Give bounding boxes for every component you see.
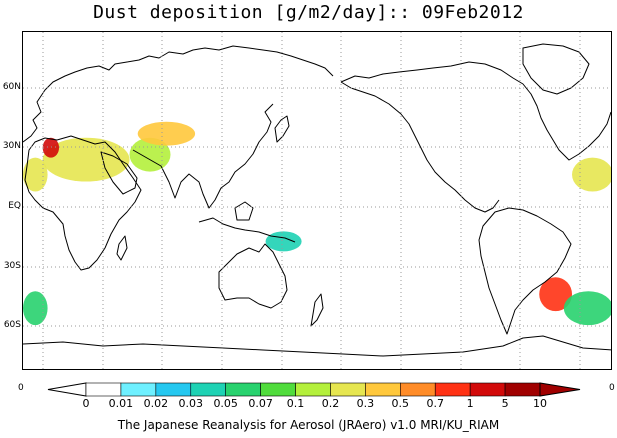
colorbar-swatch-12: [504, 382, 541, 397]
dust-region-0: [42, 137, 130, 182]
coastlines: [23, 43, 611, 357]
world-map: [23, 32, 611, 369]
graticule: [23, 32, 611, 369]
dust-region-4: [572, 157, 611, 192]
colorbar-swatch-3: [190, 382, 226, 397]
colorbar-under-triangle: [47, 382, 87, 397]
colorbar-tick-2: 0.02: [143, 397, 169, 410]
colorbar-swatches: [47, 382, 581, 397]
colorbar-swatch-6: [295, 382, 331, 397]
dust-region-3: [137, 121, 196, 146]
colorbar-tick-12: 5: [501, 397, 509, 410]
coast-greenland: [522, 43, 590, 95]
lat-label-30s: 30S: [3, 261, 21, 271]
dust-region-2: [129, 137, 171, 172]
colorbar-tick-4: 0.05: [213, 397, 238, 410]
colorbar-swatch-7: [330, 382, 366, 397]
coast-na-west: [340, 81, 500, 213]
footer-credit: The Japanese Reanalysis for Aerosol (JRA…: [117, 418, 500, 432]
dust-region-1: [42, 137, 60, 158]
colorbar-swatch-2: [155, 382, 192, 397]
lat-label-30n: 30N: [2, 141, 21, 151]
colorbar-swatch-1: [120, 382, 157, 397]
dust-region-6: [23, 291, 48, 326]
lat-label-60n: 60N: [2, 82, 21, 92]
colorbar: [0, 380, 617, 416]
colorbar-tick-0: 0: [82, 397, 90, 410]
lat-label-60s: 60S: [3, 320, 21, 330]
coast-newzealand: [310, 293, 324, 327]
coast-southamerica: [478, 207, 572, 335]
colorbar-tick-8: 0.3: [356, 397, 375, 410]
colorbar-right-zero: 0: [609, 383, 615, 393]
dust-region-5: [539, 277, 573, 312]
coast-asia-south: [132, 103, 274, 209]
coast-indonesia: [198, 217, 296, 243]
colorbar-tick-13: 10: [533, 397, 547, 410]
colorbar-swatch-10: [434, 382, 471, 397]
colorbar-tick-6: 0.1: [286, 397, 305, 410]
colorbar-left-zero: 0: [18, 383, 24, 393]
coast-europe: [23, 45, 334, 143]
colorbar-swatch-5: [260, 382, 296, 397]
dust-layer: [23, 121, 611, 326]
dust-region-4: [23, 157, 48, 192]
colorbar-swatch-0: [85, 382, 122, 397]
map-title: Dust deposition [g/m2/day]:: 09Feb2012: [93, 2, 524, 23]
colorbar-tick-9: 0.5: [391, 397, 410, 410]
colorbar-swatch-11: [469, 382, 506, 397]
coast-madagascar: [116, 235, 128, 261]
coast-australia: [218, 243, 288, 309]
coast-arabia: [100, 151, 138, 195]
coast-northamerica: [340, 61, 611, 161]
colorbar-swatch-8: [365, 382, 401, 397]
colorbar-tick-5: 0.07: [248, 397, 273, 410]
colorbar-tick-11: 1: [466, 397, 474, 410]
colorbar-tick-10: 0.7: [426, 397, 444, 410]
coast-borneo: [234, 201, 254, 221]
coast-japan: [274, 115, 290, 143]
colorbar-swatch-4: [225, 382, 261, 397]
dust-region-7: [265, 231, 302, 252]
colorbar-tick-7: 0.2: [321, 397, 340, 410]
dust-region-6: [563, 291, 611, 326]
colorbar-over-triangle: [539, 382, 581, 397]
lat-label-eq: EQ: [8, 201, 21, 211]
coast-antarctica: [23, 335, 611, 357]
map-panel: [22, 31, 612, 370]
colorbar-tick-1: 0.01: [108, 397, 134, 410]
colorbar-tick-3: 0.03: [178, 397, 204, 410]
colorbar-swatch-9: [400, 382, 436, 397]
